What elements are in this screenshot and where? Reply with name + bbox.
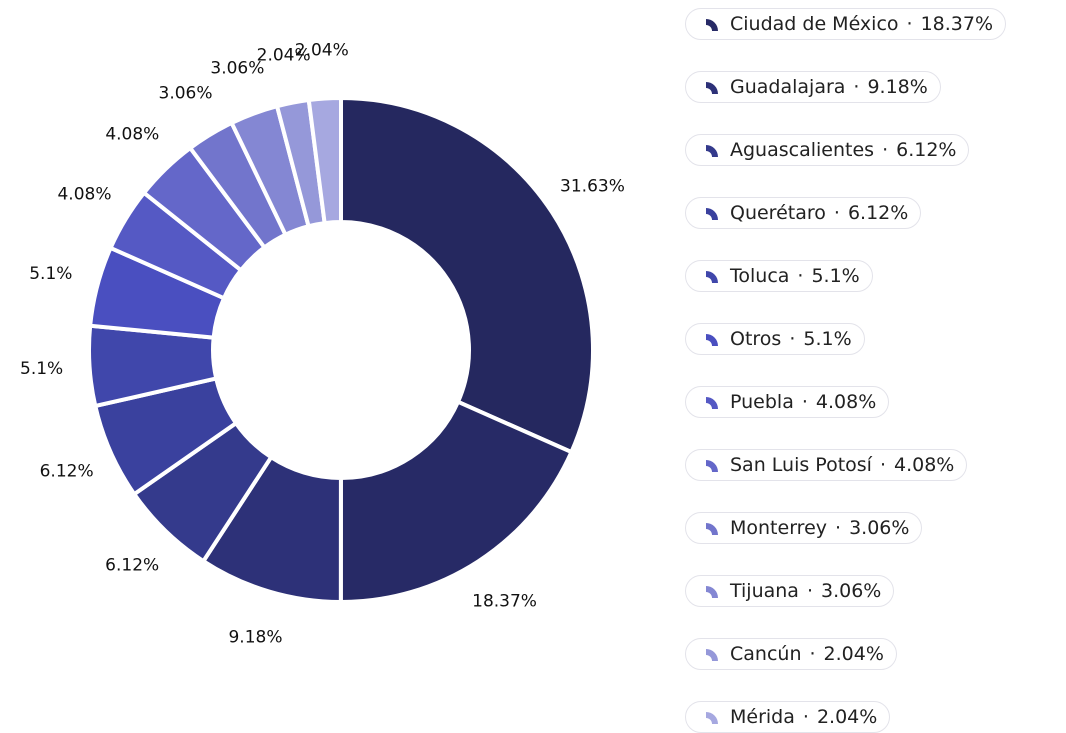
data-label: 2.04%: [295, 41, 349, 61]
data-label: 6.12%: [105, 555, 159, 575]
data-label: 6.12%: [40, 461, 94, 481]
data-label: 5.1%: [20, 359, 63, 379]
legend-value-text: 6.12%: [847, 202, 909, 224]
legend-value-text: 6.12%: [896, 139, 957, 161]
legend-value: 18.37%: [899, 13, 994, 35]
legend-label: Guadalajara: [730, 76, 846, 98]
legend-label: Querétaro: [730, 202, 826, 224]
data-label: 9.18%: [228, 628, 282, 648]
legend-value: 2.04%: [801, 643, 884, 665]
swatch-shape: [706, 208, 718, 220]
legend-item: Mérida 2.04%: [685, 701, 891, 733]
legend-value: 4.08%: [794, 391, 876, 413]
data-label: 31.63%: [560, 176, 625, 196]
legend-item: Aguascalientes 6.12%: [685, 134, 970, 166]
legend-label: Mérida: [730, 706, 795, 728]
legend-value: 5.1%: [789, 265, 859, 287]
donut-slice: [339, 95, 595, 455]
legend-swatch: [706, 523, 718, 535]
legend-swatch: [706, 649, 718, 661]
legend-label: Toluca: [730, 265, 790, 287]
legend-value-text: 4.08%: [894, 454, 955, 476]
data-label: 4.08%: [57, 184, 111, 204]
legend-value-text: 5.1%: [811, 265, 860, 287]
swatch-shape: [706, 145, 718, 157]
legend-label: San Luis Potosí: [730, 454, 872, 476]
legend-value-text: 5.1%: [803, 328, 852, 350]
legend-swatch: [706, 82, 718, 94]
legend-item: Ciudad de México 18.37%: [685, 8, 1007, 40]
legend-value-text: 3.06%: [849, 517, 910, 539]
legend-item: Otros 5.1%: [685, 323, 865, 355]
legend-value-text: 18.37%: [920, 13, 994, 35]
legend-value: 3.06%: [799, 580, 881, 602]
legend-value-text: 2.04%: [816, 706, 878, 728]
swatch-shape: [706, 397, 718, 409]
legend-value-text: 3.06%: [821, 580, 882, 602]
legend-item: Guadalajara 9.18%: [685, 71, 941, 103]
legend-value-text: 9.18%: [867, 76, 928, 98]
swatch-shape: [706, 586, 718, 598]
legend-swatch: [706, 397, 718, 409]
legend-label: Otros: [730, 328, 782, 350]
legend-swatch: [706, 460, 718, 472]
legend-swatch: [706, 208, 718, 220]
swatch-shape: [706, 460, 718, 472]
legend-value-text: 2.04%: [823, 643, 884, 665]
swatch-shape: [706, 334, 718, 346]
legend-swatch: [706, 586, 718, 598]
legend-swatch: [706, 712, 718, 724]
swatch-shape: [706, 712, 718, 724]
page: 31.63% 18.37% 9.18% 6.12% 6.12% 5.1% 5.1% 4.08%…: [0, 0, 1066, 709]
data-label: 5.1%: [29, 264, 72, 284]
swatch-shape: [706, 649, 718, 661]
data-label: 3.06%: [159, 83, 213, 103]
legend-label: Ciudad de México: [730, 13, 899, 35]
legend-item: Puebla 4.08%: [685, 386, 890, 418]
legend-item: Monterrey 3.06%: [685, 512, 923, 544]
legend-item: Tijuana 3.06%: [685, 575, 895, 607]
legend-label: Puebla: [730, 391, 794, 413]
data-label: 2.04%: [257, 46, 311, 66]
legend-swatch: [706, 145, 718, 157]
legend-value-text: 4.08%: [815, 391, 877, 413]
chart: 31.63% 18.37% 9.18% 6.12% 6.12% 5.1% 5.1% 4.08%…: [20, 41, 625, 648]
legend-value: 2.04%: [795, 706, 877, 728]
legend-value: 3.06%: [827, 517, 909, 539]
legend-value: 4.08%: [872, 454, 954, 476]
data-label: 4.08%: [105, 124, 159, 144]
legend-value: 6.12%: [874, 139, 956, 161]
legend-value: 6.12%: [826, 202, 908, 224]
donut-slice: [338, 399, 575, 605]
legend-label: Monterrey: [730, 517, 828, 539]
legend-item: Querétaro 6.12%: [685, 197, 922, 229]
swatch-shape: [706, 19, 718, 31]
legend-value: 9.18%: [845, 76, 927, 98]
legend-label: Aguascalientes: [730, 139, 875, 161]
swatch-shape: [706, 82, 718, 94]
legend-swatch: [706, 334, 718, 346]
legend-item: Toluca 5.1%: [685, 260, 873, 292]
data-label: 18.37%: [472, 591, 537, 611]
legend-label: Cancún: [730, 643, 802, 665]
legend-value: 5.1%: [781, 328, 851, 350]
donut-slice: [306, 95, 343, 226]
legend-item: Cancún 2.04%: [685, 638, 897, 670]
legend-item: San Luis Potosí 4.08%: [685, 449, 968, 481]
legend-swatch: [706, 19, 718, 31]
swatch-shape: [706, 271, 718, 283]
swatch-shape: [706, 523, 718, 535]
legend-label: Tijuana: [730, 580, 799, 602]
legend-swatch: [706, 271, 718, 283]
data-label: 3.06%: [210, 58, 264, 78]
